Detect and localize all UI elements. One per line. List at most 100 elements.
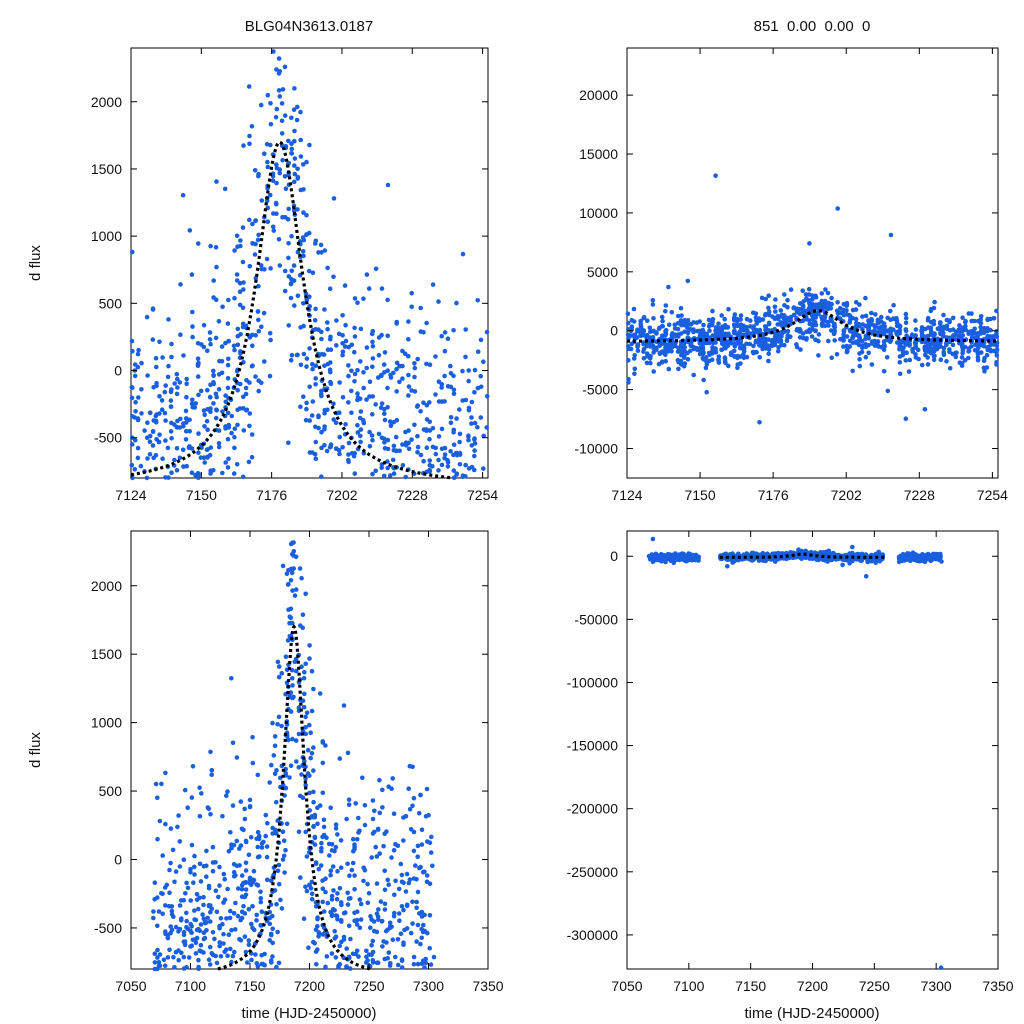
data-point [469,399,475,405]
data-point [809,334,815,339]
data-point [638,333,644,339]
data-point [210,844,216,850]
data-point [320,899,326,905]
data-point [778,339,784,345]
data-point [156,960,162,965]
data-point [766,343,771,348]
data-point [268,192,273,198]
data-point [382,868,388,873]
data-point [312,834,318,840]
data-point [325,320,330,325]
data-point [844,349,850,355]
data-point [327,853,332,858]
model-curve [217,624,371,971]
data-point [857,302,862,307]
data-point [478,337,484,343]
data-point [232,295,237,301]
y-tick-label: 2000 [91,578,122,594]
data-point [211,468,216,473]
data-point [258,899,264,905]
data-point [923,352,928,358]
data-point [147,439,153,445]
data-point [169,470,174,476]
data-point [897,360,903,365]
data-point [255,844,261,850]
data-point [297,566,303,571]
data-point [234,272,240,277]
data-point [254,836,259,841]
data-point [404,871,410,877]
data-point [311,745,316,750]
data-point [196,957,201,963]
data-point [284,821,290,827]
data-point [307,294,312,300]
data-point [355,300,360,306]
data-point [150,306,156,312]
data-point [229,676,234,681]
data-point [411,848,417,854]
data-point [873,312,878,317]
data-point [431,954,437,960]
data-point [472,420,478,426]
data-point [159,398,165,403]
data-point [240,406,246,411]
data-point [675,349,681,354]
data-point [835,300,840,305]
data-point [800,288,805,294]
data-point [247,875,253,881]
data-point [738,313,744,318]
data-point [333,446,339,451]
data-point [250,904,255,909]
data-point [307,643,312,648]
data-point [372,829,377,835]
data-point [133,400,138,405]
data-point [663,303,669,308]
data-point [184,910,189,916]
data-point [457,439,462,445]
data-point [271,49,276,54]
data-point [331,401,336,407]
data-point [346,373,351,379]
data-point [221,941,226,946]
data-point [264,256,270,262]
data-point [857,363,863,369]
data-point [879,314,884,320]
data-point [253,333,258,338]
data-point [442,399,447,404]
data-point [409,388,414,393]
data-point [959,341,965,347]
data-point [744,354,750,360]
data-point [319,429,324,435]
data-point [320,886,326,891]
data-point [857,336,863,341]
data-point [135,445,141,451]
data-point [153,355,159,361]
data-point [909,332,915,338]
data-point [271,872,277,878]
data-point [226,356,231,362]
data-point [155,795,160,801]
data-point [410,803,415,809]
data-point [177,864,183,869]
data-point [433,445,439,451]
data-point [265,159,270,165]
data-point [386,882,392,887]
data-point [370,471,375,477]
data-point [204,863,209,869]
data-point [169,908,175,914]
data-point [153,453,159,458]
data-point [876,325,881,331]
data-point [244,407,250,413]
data-point [163,821,168,827]
data-point [704,389,709,395]
plot-frame [130,47,489,479]
data-point [800,303,806,309]
data-point [439,333,445,339]
data-point [360,775,365,781]
data-point [314,961,319,967]
data-point [763,311,768,317]
data-point [304,364,309,369]
data-point [897,343,903,349]
data-point [322,307,327,312]
data-point [201,902,206,908]
